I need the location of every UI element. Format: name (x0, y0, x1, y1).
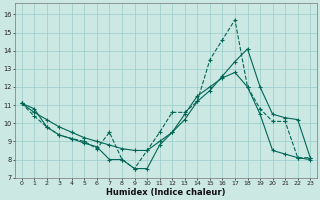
X-axis label: Humidex (Indice chaleur): Humidex (Indice chaleur) (106, 188, 226, 197)
